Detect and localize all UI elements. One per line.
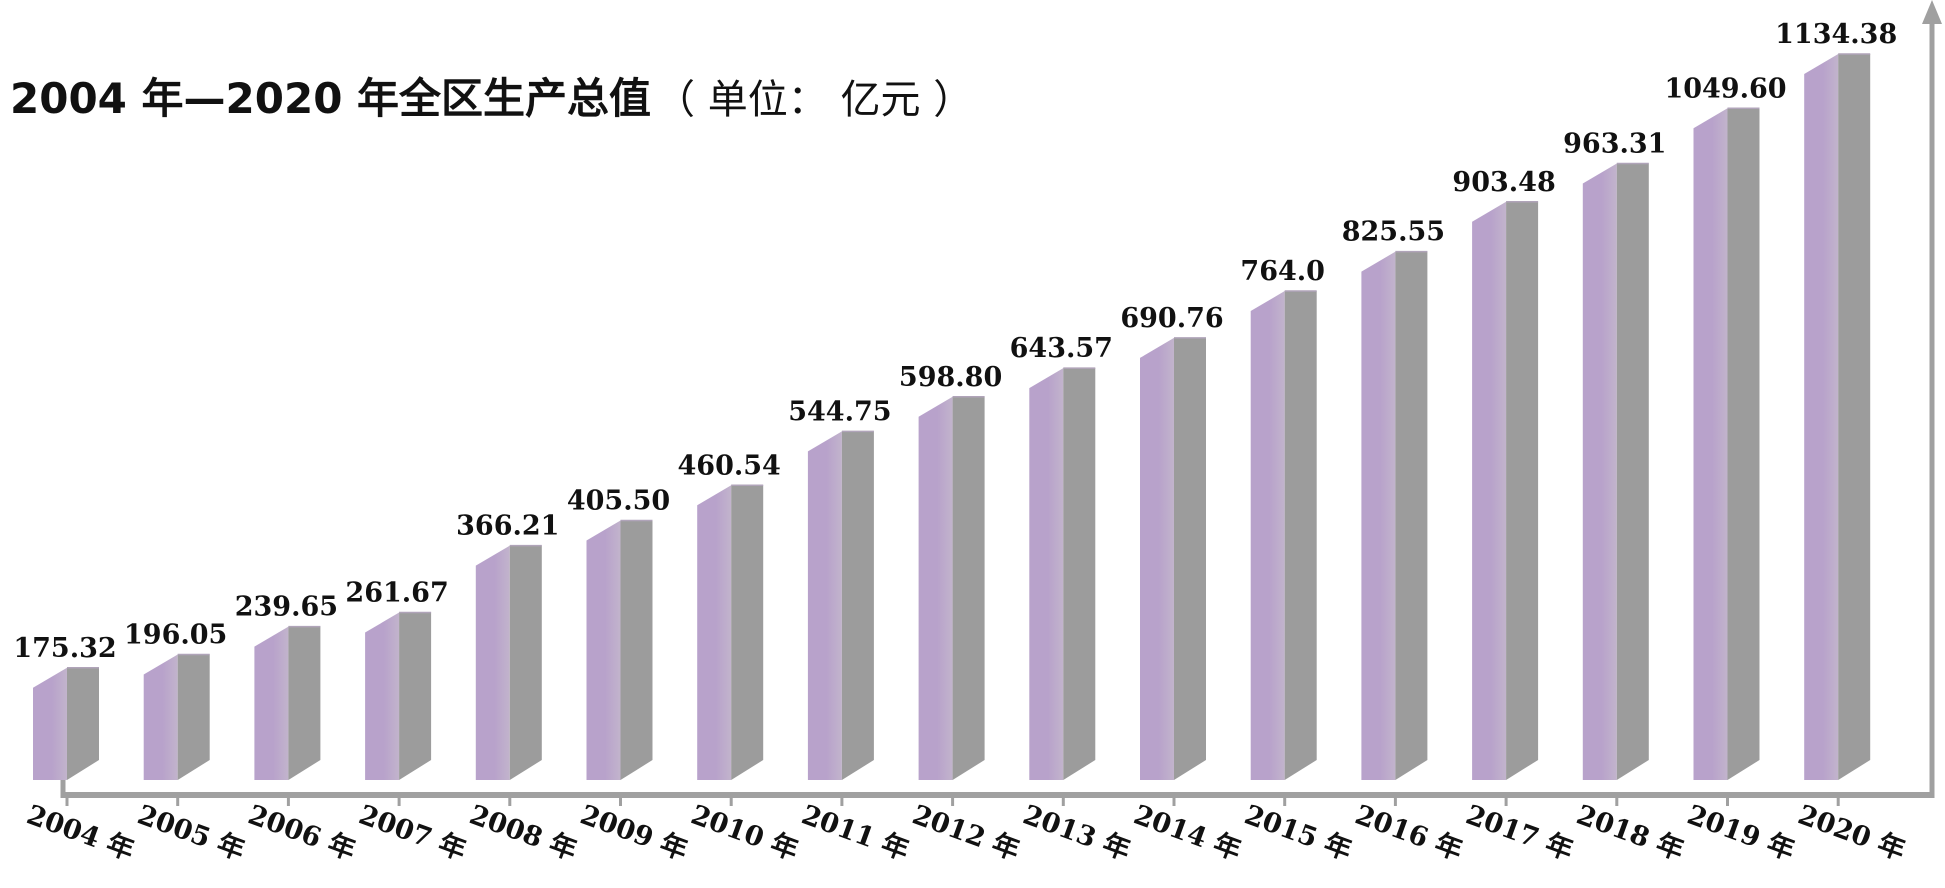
data-label: 460.54 (678, 450, 781, 481)
bar (1472, 201, 1539, 781)
bar (1029, 367, 1096, 780)
data-label: 261.67 (345, 578, 448, 609)
bar-side-face (952, 396, 985, 780)
bar-front-face (33, 667, 67, 780)
bar-front-face (1361, 251, 1396, 780)
bar-side-face (1838, 54, 1871, 780)
bar (1140, 337, 1206, 780)
chart-title-unit: （ 单位： 亿元 ） (655, 77, 973, 123)
data-label: 544.75 (788, 396, 891, 427)
x-tick-label: 2005 年 (133, 799, 249, 867)
x-tick-label: 2016 年 (1351, 799, 1467, 867)
bar-side-face (1727, 108, 1760, 780)
x-tick-label: 2012 年 (908, 799, 1024, 867)
data-label: 1049.60 (1664, 73, 1786, 104)
bar (1693, 107, 1760, 780)
x-tick-label: 2010 年 (687, 799, 803, 867)
bar-front-face (143, 654, 178, 780)
bar-side-face (67, 667, 99, 780)
bar-front-face (365, 612, 400, 780)
x-tick-label: 2020 年 (1794, 799, 1910, 867)
bar-side-face (1174, 337, 1206, 780)
y-axis-arrow (1922, 0, 1942, 24)
x-tick-label: 2008 年 (465, 799, 581, 867)
x-tick-label: 2017 年 (1462, 799, 1578, 867)
bar-front-face (1140, 337, 1174, 780)
bar-side-face (620, 520, 653, 780)
bar-front-face (807, 431, 842, 780)
data-label: 690.76 (1120, 303, 1223, 334)
bar (918, 396, 985, 780)
bar-front-face (1693, 108, 1728, 780)
x-tick-label: 2007 年 (355, 799, 471, 867)
bar (1582, 162, 1649, 780)
data-label: 643.57 (1010, 333, 1113, 364)
x-tick-label: 2009 年 (576, 799, 692, 867)
bar (586, 519, 653, 780)
bar (1361, 250, 1428, 780)
bar-side-face (1284, 291, 1317, 780)
data-label: 598.80 (899, 362, 1002, 393)
bar (254, 625, 321, 780)
bar (365, 611, 432, 780)
axes (60, 0, 1942, 806)
x-tick-label: 2013 年 (1019, 799, 1135, 867)
bar-side-face (1063, 368, 1096, 780)
bar-side-face (841, 431, 874, 780)
x-tick-label: 2014 年 (1130, 799, 1246, 867)
data-label: 903.48 (1452, 167, 1555, 198)
bar-side-face (177, 654, 210, 780)
bar (697, 484, 764, 780)
bar (807, 430, 874, 780)
bar (1250, 290, 1317, 780)
x-tick-label: 2015 年 (1240, 799, 1356, 867)
bar (33, 667, 99, 780)
bar-side-face (1395, 251, 1428, 780)
x-tick-label: 2018 年 (1572, 799, 1688, 867)
bar-front-face (1582, 163, 1617, 780)
bar-front-face (1472, 201, 1507, 781)
bar-front-face (1250, 291, 1285, 780)
data-label: 963.31 (1563, 128, 1666, 159)
bar-side-face (1506, 201, 1539, 781)
bar-side-face (288, 626, 321, 780)
bars (33, 53, 1871, 781)
bar (143, 653, 210, 780)
x-tick-label: 2019 年 (1683, 799, 1799, 867)
bar-front-face (254, 626, 289, 780)
chart-title: 2004 年—2020 年全区生产总值 （ 单位： 亿元 ） (10, 74, 973, 123)
x-tick-label: 2004 年 (23, 799, 139, 867)
data-label: 196.05 (124, 620, 227, 651)
data-label: 405.50 (567, 485, 670, 516)
data-label: 239.65 (235, 592, 338, 623)
x-tick-label: 2011 年 (798, 799, 914, 867)
data-labels: 175.32 196.05 239.65 261.67 366.21 405.50 460.… (13, 19, 1897, 664)
x-tick-label: 2006 年 (244, 799, 360, 867)
bar-side-face (509, 545, 542, 780)
data-label: 1134.38 (1775, 19, 1897, 50)
bar-front-face (1029, 368, 1064, 780)
bar-front-face (586, 520, 621, 780)
bar (475, 544, 542, 780)
bar-side-face (731, 485, 764, 780)
bar-side-face (399, 612, 432, 780)
data-label: 825.55 (1342, 217, 1445, 248)
bar-front-face (1804, 54, 1839, 780)
bar-front-face (475, 545, 510, 780)
chart-title-main: 2004 年—2020 年全区生产总值 (10, 74, 651, 123)
bar-front-face (918, 396, 953, 780)
bar-side-face (1616, 163, 1649, 780)
data-label: 175.32 (13, 633, 116, 664)
bar-front-face (697, 485, 732, 780)
data-label: 764.0 (1240, 256, 1325, 287)
bar (1804, 53, 1871, 780)
data-label: 366.21 (456, 511, 559, 542)
